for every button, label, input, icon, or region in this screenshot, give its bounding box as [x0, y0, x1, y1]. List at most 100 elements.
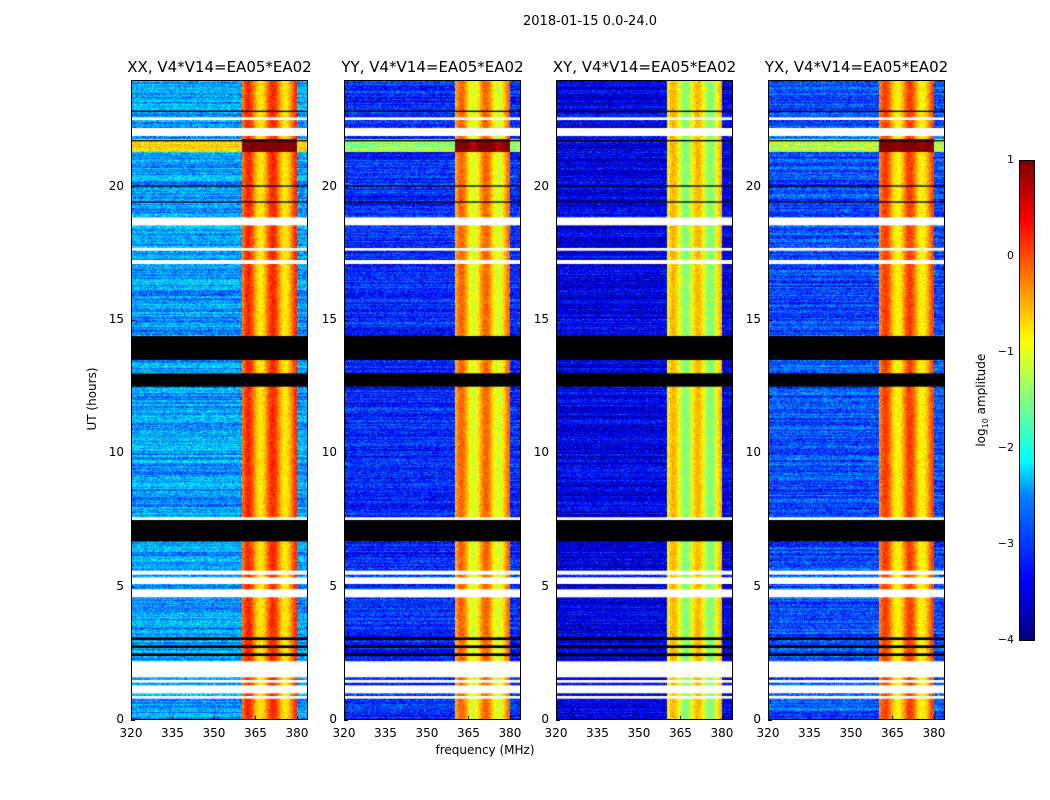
- y-tick-label: 20: [321, 178, 337, 193]
- x-tick-mark: [255, 716, 257, 720]
- x-tick-mark: [721, 716, 723, 720]
- x-tick-mark: [850, 716, 852, 720]
- x-tick-label: 380: [285, 726, 309, 740]
- x-tick-mark: [892, 716, 894, 720]
- y-tick-mark: [556, 586, 560, 588]
- spectrogram-panel-3: XY, V4*V14=EA05*EA02 320 335 350 365 380 0 5 10 1…: [534, 58, 736, 740]
- colorbar: [1019, 160, 1035, 641]
- y-tick-mark: [768, 320, 772, 321]
- x-tick-label: 365: [881, 726, 904, 740]
- y-tick-label: 15: [108, 312, 124, 326]
- panel-title: YY, V4*V14=EA05*EA02: [341, 58, 524, 76]
- y-tick-mark: [131, 320, 135, 321]
- y-tick-label: 5: [541, 578, 549, 593]
- axes-frame: [131, 80, 308, 720]
- x-tick-mark: [638, 716, 640, 720]
- figure-title: 2018-01-15 0.0-24.0: [523, 14, 657, 29]
- y-tick-mark: [131, 453, 135, 455]
- y-tick-label: 10: [745, 445, 761, 460]
- y-tick-label: 15: [321, 312, 337, 326]
- spectrogram-panel-1: XX, V4*V14=EA05*EA02 320 335 350 365 380 0 5 10 1…: [109, 58, 312, 740]
- x-tick-label: 335: [161, 726, 184, 740]
- y-tick-label: 20: [108, 178, 124, 193]
- x-tick-mark: [426, 716, 428, 720]
- y-tick-mark: [556, 186, 560, 188]
- y-tick-label: 0: [541, 712, 549, 726]
- x-tick-label: 320: [756, 726, 780, 740]
- x-tick-label: 365: [669, 726, 692, 740]
- y-tick-mark: [768, 453, 772, 455]
- x-tick-label: 320: [332, 726, 356, 740]
- x-tick-mark: [385, 716, 387, 720]
- y-tick-mark: [556, 320, 560, 321]
- x-tick-mark: [131, 716, 132, 720]
- x-tick-mark: [468, 716, 470, 720]
- y-tick-label: 20: [533, 178, 549, 193]
- y-tick-label: 10: [533, 445, 549, 460]
- panel-title: YX, V4*V14=EA05*EA02: [764, 58, 949, 76]
- x-tick-mark: [172, 716, 174, 720]
- y-tick-label: 0: [753, 712, 761, 726]
- x-tick-label: 335: [374, 726, 397, 740]
- x-tick-mark: [344, 716, 345, 720]
- spectrogram-image: [344, 80, 521, 720]
- panel-title: XX, V4*V14=EA05*EA02: [127, 58, 312, 76]
- y-tick-mark: [768, 720, 772, 721]
- spectrogram-panel-4: YX, V4*V14=EA05*EA02 320 335 350 365 380 0 5 10 1…: [746, 58, 948, 740]
- y-tick-mark: [131, 720, 135, 721]
- x-tick-label: 365: [244, 726, 267, 740]
- x-tick-label: 380: [922, 726, 946, 740]
- y-tick-label: 5: [329, 578, 337, 593]
- colorbar-label: log10 amplitude: [973, 353, 991, 447]
- colorbar-tick-label: 0: [1007, 249, 1014, 262]
- y-tick-label: 20: [745, 178, 761, 193]
- y-tick-mark: [131, 186, 135, 188]
- y-tick-mark: [556, 720, 560, 721]
- y-tick-label: 0: [329, 712, 337, 726]
- y-tick-mark: [131, 586, 135, 588]
- x-tick-mark: [556, 716, 557, 720]
- x-tick-label: 320: [119, 726, 143, 740]
- spectrogram-image: [131, 80, 308, 720]
- y-tick-label: 15: [533, 312, 549, 326]
- y-tick-label: 0: [116, 712, 124, 726]
- y-tick-label: 10: [321, 445, 337, 460]
- x-tick-label: 335: [586, 726, 609, 740]
- x-tick-mark: [933, 716, 935, 720]
- spectrogram-image: [768, 80, 945, 720]
- x-tick-label: 350: [839, 726, 863, 740]
- y-tick-mark: [768, 186, 772, 188]
- panel-title: XY, V4*V14=EA05*EA02: [552, 58, 737, 76]
- colorbar-tick-label: −1: [997, 345, 1014, 358]
- y-tick-label: 15: [745, 312, 761, 326]
- x-tick-label: 380: [498, 726, 522, 740]
- x-tick-mark: [680, 716, 682, 720]
- x-tick-label: 350: [415, 726, 439, 740]
- x-tick-label: 350: [202, 726, 226, 740]
- y-tick-mark: [344, 186, 348, 188]
- y-tick-label: 10: [108, 445, 124, 460]
- y-tick-mark: [344, 586, 348, 588]
- x-tick-label: 320: [544, 726, 568, 740]
- y-tick-mark: [768, 586, 772, 588]
- y-tick-mark: [344, 453, 348, 455]
- colorbar-tick-label: −2: [997, 441, 1014, 454]
- colorbar-tick-label: −4: [997, 633, 1014, 646]
- x-tick-label: 335: [798, 726, 821, 740]
- y-tick-mark: [344, 720, 348, 721]
- x-tick-mark: [768, 716, 769, 720]
- x-tick-mark: [509, 716, 511, 720]
- y-tick-label: 5: [753, 578, 761, 593]
- y-tick-mark: [344, 320, 348, 321]
- colorbar-tick-label: −3: [997, 537, 1014, 550]
- colorbar-tick-label: 1: [1007, 153, 1014, 166]
- x-tick-mark: [809, 716, 811, 720]
- axes-frame: [768, 80, 945, 720]
- axes-frame: [344, 80, 521, 720]
- spectrogram-image: [556, 80, 733, 720]
- x-tick-label: 365: [457, 726, 480, 740]
- x-tick-mark: [597, 716, 599, 720]
- x-tick-mark: [213, 716, 215, 720]
- x-axis-label: frequency (MHz): [435, 743, 535, 757]
